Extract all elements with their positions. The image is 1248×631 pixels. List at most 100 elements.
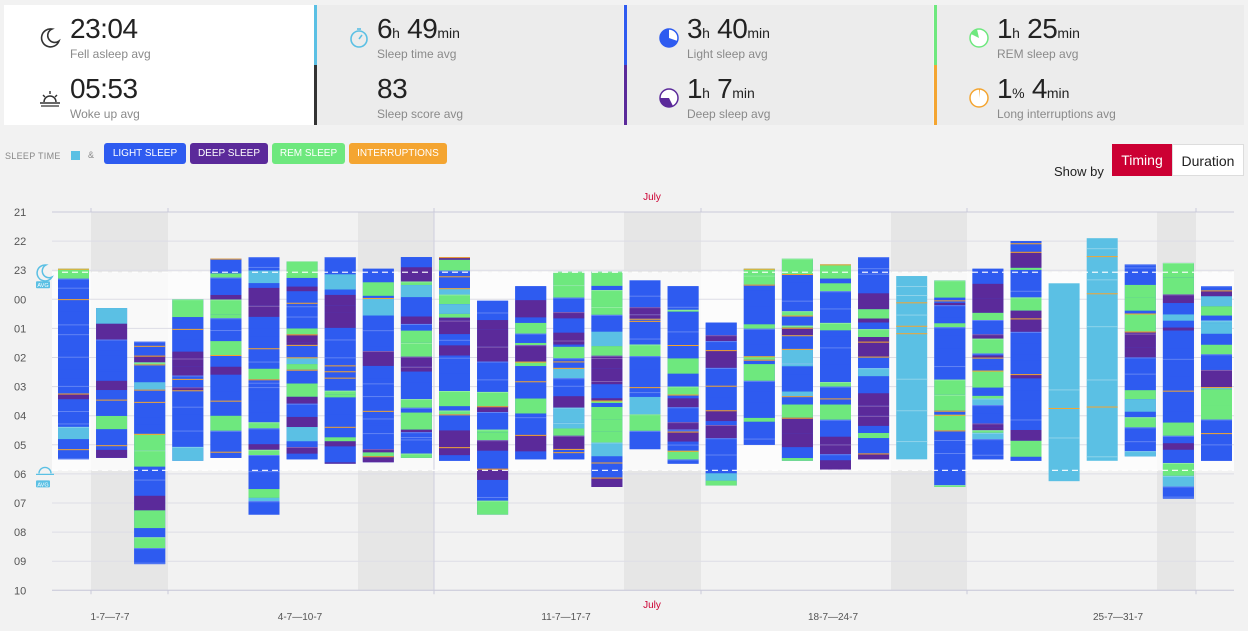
- stage-stripe: [1086, 406, 1118, 408]
- y-tick-label: 21: [14, 207, 26, 219]
- stage-segment: [934, 410, 966, 415]
- stage-segment: [210, 330, 242, 342]
- stage-segment: [820, 347, 851, 365]
- stage-segment: [210, 433, 242, 441]
- stage-segment: [1010, 331, 1042, 344]
- stage-segment: [134, 345, 166, 356]
- duration-toggle[interactable]: Duration: [1172, 144, 1244, 176]
- stage-segment: [286, 447, 318, 454]
- stage-segment: [286, 416, 318, 428]
- timing-toggle[interactable]: Timing: [1112, 144, 1172, 176]
- stage-stripe: [134, 389, 166, 391]
- stage-segment: [248, 270, 280, 284]
- stage-segment: [743, 391, 775, 403]
- stage-stripe: [667, 444, 699, 446]
- stage-stripe: [134, 355, 166, 357]
- stage-segment: [743, 364, 775, 381]
- stage-segment: [286, 334, 318, 343]
- stage-segment: [439, 339, 470, 346]
- sleep-timing-chart: 21 22 23 00 01 02 03 04 05 06 07 08 09 10 July July 1-7—…: [14, 192, 1234, 623]
- stage-segment: [324, 414, 356, 427]
- stage-segment: [286, 396, 318, 404]
- stage-stripe: [781, 311, 813, 313]
- stage-segment: [286, 369, 318, 374]
- stage-segment: [1010, 400, 1042, 417]
- stage-stripe: [705, 425, 737, 427]
- stage-segment: [781, 417, 813, 434]
- stage-segment: [1124, 264, 1156, 268]
- stage-stripe: [210, 330, 242, 332]
- stage-segment: [439, 363, 470, 374]
- stage-segment: [362, 425, 394, 434]
- interruptions-filter[interactable]: INTERRUPTIONS: [349, 143, 447, 164]
- deep-sleep-filter[interactable]: DEEP SLEEP: [190, 143, 268, 164]
- stage-stripe: [591, 314, 623, 316]
- stage-stripe: [667, 386, 699, 388]
- stage-stripe: [134, 341, 166, 343]
- y-tick-label: 23: [14, 265, 26, 277]
- stage-stripe: [1201, 286, 1232, 288]
- stage-stripe: [972, 357, 1004, 359]
- stage-segment: [629, 280, 661, 296]
- stage-stripe: [515, 434, 547, 436]
- stage-stripe: [1048, 407, 1080, 409]
- interruptions-card: 1% 4min Long interruptions avg: [937, 65, 1244, 125]
- night-bar: [1086, 238, 1118, 461]
- stage-stripe: [362, 410, 394, 412]
- stage-segment: [248, 287, 280, 306]
- stage-segment: [210, 451, 242, 458]
- stage-segment: [858, 309, 890, 319]
- stage-stripe: [743, 356, 775, 358]
- stage-segment: [58, 311, 89, 325]
- stage-segment: [324, 294, 356, 306]
- stage-segment: [1010, 343, 1042, 355]
- stage-segment: [439, 355, 470, 358]
- stage-segment: [58, 278, 89, 288]
- stage-segment: [286, 357, 318, 365]
- stage-stripe: [896, 286, 928, 288]
- stage-segment: [1162, 361, 1194, 377]
- stage-segment: [286, 302, 318, 307]
- stage-stripe: [743, 328, 775, 330]
- chart-title: July: [643, 192, 661, 203]
- stage-segment: [667, 338, 699, 346]
- stage-segment: [134, 424, 166, 434]
- stage-segment: [172, 351, 204, 359]
- stage-segment: [1201, 286, 1232, 291]
- stage-segment: [591, 431, 623, 443]
- stage-segment: [324, 397, 356, 415]
- stage-segment: [667, 459, 699, 464]
- light-sleep-filter[interactable]: LIGHT SLEEP: [104, 143, 186, 164]
- stage-stripe: [439, 447, 470, 449]
- stage-stripe: [553, 422, 585, 424]
- stage-segment: [781, 315, 813, 326]
- stage-segment: [172, 414, 204, 431]
- stage-segment: [934, 394, 966, 411]
- stage-segment: [515, 398, 547, 414]
- stage-segment: [705, 385, 737, 398]
- stage-stripe: [972, 423, 1004, 425]
- stage-segment: [439, 345, 470, 356]
- stage-segment: [553, 361, 585, 368]
- stage-stripe: [896, 325, 928, 327]
- stage-stripe: [324, 365, 356, 367]
- stage-segment: [362, 330, 394, 347]
- stage-segment: [1010, 297, 1042, 311]
- rem-sleep-filter[interactable]: REM SLEEP: [272, 143, 345, 164]
- stage-segment: [934, 366, 966, 380]
- stage-segment: [1124, 451, 1156, 457]
- stage-segment: [667, 429, 699, 432]
- stage-segment: [362, 295, 394, 298]
- stage-stripe: [1162, 435, 1194, 437]
- stage-segment: [781, 274, 813, 283]
- stage-segment: [972, 370, 1004, 388]
- stage-segment: [858, 365, 890, 369]
- stage-segment: [705, 465, 737, 474]
- stage-segment: [324, 437, 356, 442]
- y-tick-label: 03: [14, 382, 26, 394]
- stage-stripe: [820, 291, 851, 293]
- stage-segment: [553, 382, 585, 386]
- stage-segment: [972, 283, 1004, 299]
- stage-segment: [1010, 456, 1042, 461]
- stage-segment: [477, 312, 509, 321]
